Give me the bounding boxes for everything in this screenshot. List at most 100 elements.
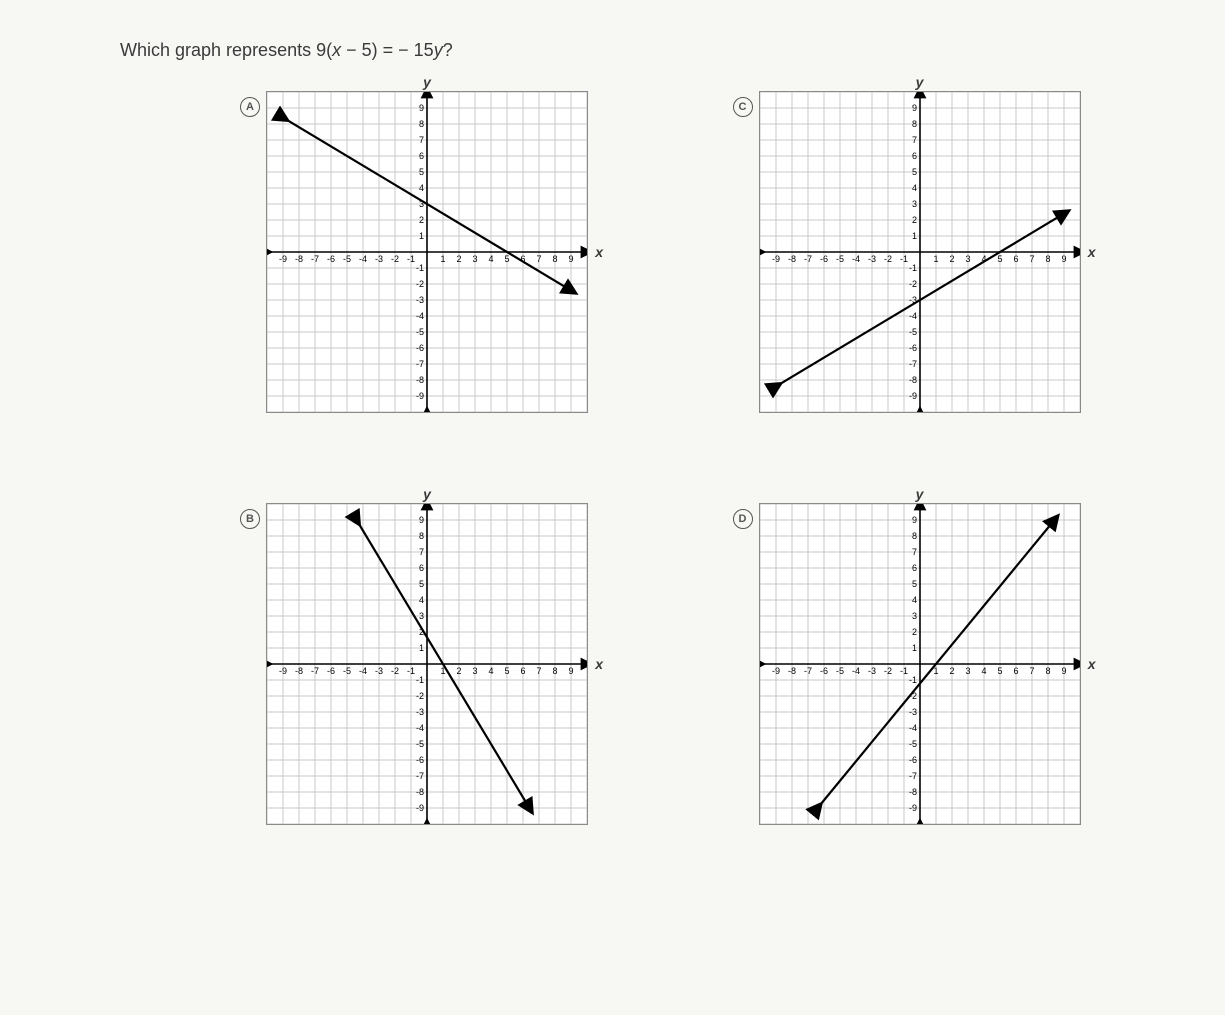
- question-equation: 9(x − 5) = − 15y: [316, 40, 443, 60]
- x-axis-label: x: [1088, 656, 1096, 672]
- svg-text:-1: -1: [899, 254, 907, 264]
- choices-grid: Ayx -9-9-8-8-7-7-6-6-5-5-4-4-3-3-2-2-1-1…: [240, 91, 1105, 825]
- svg-text:5: 5: [504, 254, 509, 264]
- svg-text:-4: -4: [908, 311, 916, 321]
- svg-text:-8: -8: [295, 666, 303, 676]
- svg-text:8: 8: [552, 666, 557, 676]
- svg-text:-1: -1: [416, 675, 424, 685]
- svg-text:-5: -5: [416, 327, 424, 337]
- svg-text:-4: -4: [359, 254, 367, 264]
- svg-text:7: 7: [911, 547, 916, 557]
- svg-text:-3: -3: [867, 666, 875, 676]
- coordinate-plane: yx -9-9-8-8-7-7-6-6-5-5-4-4-3-3-2-2-1-11…: [266, 91, 588, 413]
- svg-text:-6: -6: [908, 343, 916, 353]
- x-axis-label: x: [595, 656, 603, 672]
- svg-text:-7: -7: [311, 666, 319, 676]
- svg-text:-2: -2: [391, 666, 399, 676]
- svg-text:-5: -5: [835, 666, 843, 676]
- choice-label: C: [733, 97, 753, 117]
- svg-text:-2: -2: [391, 254, 399, 264]
- svg-text:-4: -4: [416, 723, 424, 733]
- svg-text:6: 6: [1013, 254, 1018, 264]
- svg-text:7: 7: [536, 666, 541, 676]
- svg-text:-1: -1: [407, 254, 415, 264]
- svg-text:5: 5: [997, 254, 1002, 264]
- svg-text:1: 1: [440, 254, 445, 264]
- svg-text:-6: -6: [819, 666, 827, 676]
- svg-text:4: 4: [419, 595, 424, 605]
- choice-c[interactable]: Cyx -9-9-8-8-7-7-6-6-5-5-4-4-3-3-2-2-1-1…: [733, 91, 1106, 413]
- svg-text:2: 2: [949, 666, 954, 676]
- svg-text:-7: -7: [803, 254, 811, 264]
- svg-text:6: 6: [419, 563, 424, 573]
- question-text: Which graph represents 9(x − 5) = − 15y?: [120, 40, 1105, 61]
- svg-text:-9: -9: [416, 803, 424, 813]
- choice-d[interactable]: Dyx -9-9-8-8-7-7-6-6-5-5-4-4-3-3-2-2-1-1…: [733, 503, 1106, 825]
- svg-text:9: 9: [419, 103, 424, 113]
- svg-text:6: 6: [520, 666, 525, 676]
- svg-text:-9: -9: [279, 254, 287, 264]
- svg-text:-9: -9: [771, 254, 779, 264]
- svg-text:-3: -3: [375, 666, 383, 676]
- svg-text:-9: -9: [908, 803, 916, 813]
- svg-text:8: 8: [419, 119, 424, 129]
- svg-text:-1: -1: [908, 263, 916, 273]
- svg-text:-6: -6: [819, 254, 827, 264]
- svg-text:-3: -3: [375, 254, 383, 264]
- svg-text:5: 5: [419, 167, 424, 177]
- svg-text:-6: -6: [327, 254, 335, 264]
- svg-text:5: 5: [504, 666, 509, 676]
- svg-text:2: 2: [911, 215, 916, 225]
- x-axis-label: x: [595, 244, 603, 260]
- svg-text:1: 1: [911, 643, 916, 653]
- svg-text:5: 5: [911, 167, 916, 177]
- x-axis-label: x: [1088, 244, 1096, 260]
- svg-text:-8: -8: [416, 375, 424, 385]
- svg-text:6: 6: [911, 151, 916, 161]
- svg-text:7: 7: [536, 254, 541, 264]
- svg-text:8: 8: [911, 531, 916, 541]
- svg-text:8: 8: [1045, 254, 1050, 264]
- svg-text:8: 8: [911, 119, 916, 129]
- svg-text:9: 9: [911, 515, 916, 525]
- svg-text:-5: -5: [835, 254, 843, 264]
- svg-text:2: 2: [419, 215, 424, 225]
- svg-text:7: 7: [911, 135, 916, 145]
- svg-text:3: 3: [911, 199, 916, 209]
- svg-text:1: 1: [419, 643, 424, 653]
- choice-label: B: [240, 509, 260, 529]
- svg-text:-2: -2: [883, 254, 891, 264]
- svg-text:-7: -7: [908, 771, 916, 781]
- svg-text:9: 9: [1061, 666, 1066, 676]
- svg-text:-8: -8: [787, 254, 795, 264]
- y-axis-label: y: [423, 74, 431, 90]
- svg-text:-4: -4: [851, 666, 859, 676]
- svg-text:-9: -9: [908, 391, 916, 401]
- svg-text:3: 3: [472, 666, 477, 676]
- svg-text:4: 4: [488, 254, 493, 264]
- svg-text:1: 1: [419, 231, 424, 241]
- svg-text:7: 7: [419, 135, 424, 145]
- svg-text:-1: -1: [407, 666, 415, 676]
- svg-text:4: 4: [981, 666, 986, 676]
- svg-text:-9: -9: [771, 666, 779, 676]
- svg-text:9: 9: [419, 515, 424, 525]
- choice-label: A: [240, 97, 260, 117]
- coordinate-plane: yx -9-9-8-8-7-7-6-6-5-5-4-4-3-3-2-2-1-11…: [266, 503, 588, 825]
- choice-b[interactable]: Byx -9-9-8-8-7-7-6-6-5-5-4-4-3-3-2-2-1-1…: [240, 503, 613, 825]
- svg-text:-8: -8: [295, 254, 303, 264]
- svg-text:-5: -5: [908, 327, 916, 337]
- svg-text:-6: -6: [416, 755, 424, 765]
- choice-a[interactable]: Ayx -9-9-8-8-7-7-6-6-5-5-4-4-3-3-2-2-1-1…: [240, 91, 613, 413]
- svg-text:1: 1: [911, 231, 916, 241]
- svg-text:-8: -8: [908, 787, 916, 797]
- svg-text:3: 3: [965, 666, 970, 676]
- svg-text:-5: -5: [343, 666, 351, 676]
- svg-text:5: 5: [911, 579, 916, 589]
- svg-text:-8: -8: [787, 666, 795, 676]
- svg-text:-3: -3: [867, 254, 875, 264]
- svg-text:4: 4: [911, 183, 916, 193]
- svg-text:-1: -1: [899, 666, 907, 676]
- svg-text:3: 3: [965, 254, 970, 264]
- svg-text:5: 5: [419, 579, 424, 589]
